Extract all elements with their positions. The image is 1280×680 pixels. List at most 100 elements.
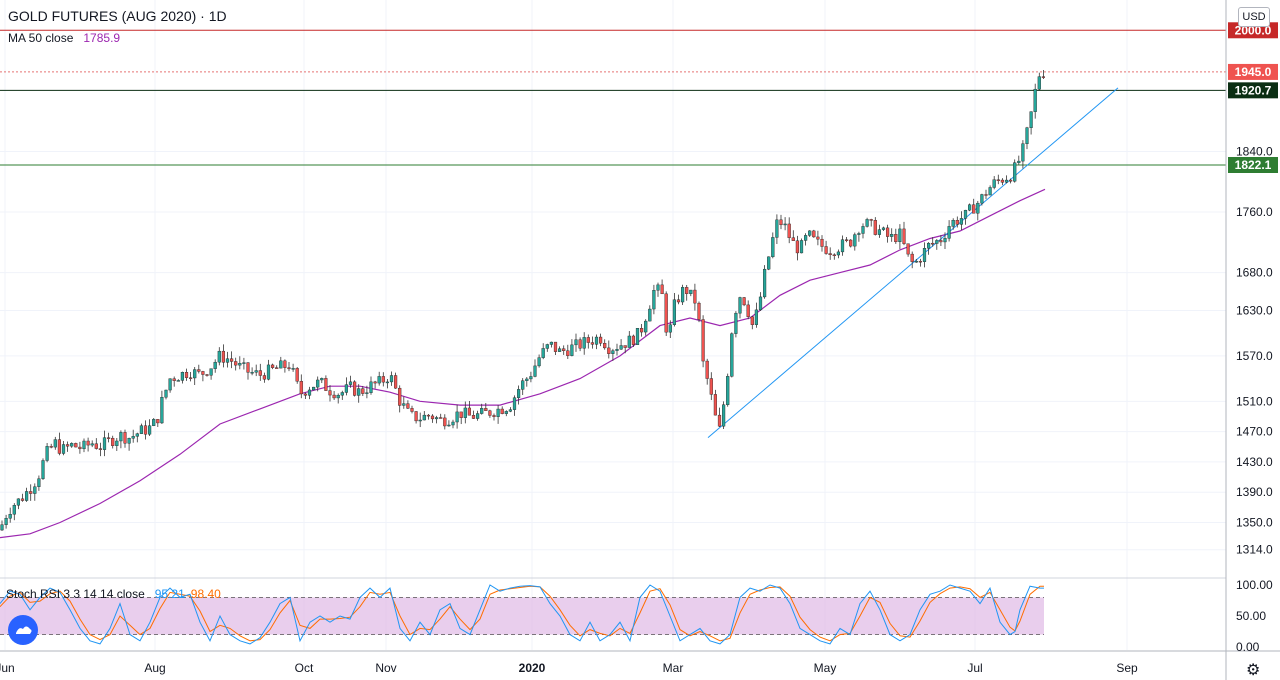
candle	[348, 375, 353, 388]
currency-button[interactable]: USD	[1238, 7, 1270, 27]
candle-body	[529, 376, 533, 380]
candle	[213, 359, 217, 373]
level-label-bg	[1228, 63, 1278, 80]
candle-body	[902, 228, 906, 244]
candle	[742, 296, 746, 307]
level-label: 1945.0	[1228, 63, 1278, 80]
candle-body	[996, 179, 1000, 181]
candle	[61, 440, 66, 456]
candle-body	[832, 254, 836, 257]
y-tick-label: 1630.0	[1236, 303, 1273, 317]
candle-body	[664, 293, 668, 333]
candle	[500, 406, 504, 415]
candle	[783, 217, 787, 231]
candle	[799, 238, 804, 254]
candle	[922, 242, 927, 268]
x-tick-label: Oct	[295, 661, 314, 675]
candle	[980, 193, 984, 206]
candle-body	[316, 379, 320, 388]
candle	[512, 395, 517, 416]
candle-body	[672, 299, 676, 325]
level-label: 1822.1	[1228, 156, 1278, 173]
candle	[1025, 126, 1029, 150]
candle	[845, 237, 849, 243]
y-tick-label: 1390.0	[1236, 485, 1273, 499]
candle-body	[213, 361, 217, 369]
candle-body	[377, 376, 381, 384]
candle-body	[426, 414, 430, 417]
candle-body	[508, 409, 512, 412]
candle-body	[74, 443, 78, 448]
y-tick-label: 1314.0	[1236, 543, 1273, 557]
candle	[996, 174, 1000, 185]
candle-body	[156, 419, 160, 424]
candle	[582, 332, 586, 355]
candle	[504, 410, 508, 417]
trendline[interactable]	[707, 87, 1119, 439]
candle	[992, 176, 996, 190]
candle-body	[168, 378, 172, 391]
stoch-rsi-pane	[0, 577, 1226, 645]
candle	[545, 343, 549, 352]
candle	[640, 323, 644, 337]
candle-body	[242, 362, 246, 364]
candle	[340, 390, 344, 400]
candle	[1033, 83, 1037, 119]
candle-body	[730, 333, 734, 377]
candle-body	[804, 235, 808, 241]
candle	[221, 344, 225, 368]
candle-body	[836, 251, 840, 256]
candle	[234, 357, 238, 371]
candle-body	[111, 437, 115, 446]
candle-body	[861, 226, 865, 234]
candle	[295, 366, 299, 384]
y-tick-label: 1760.0	[1236, 205, 1273, 219]
candle-body	[681, 287, 685, 303]
candle-body	[33, 486, 37, 494]
candle	[447, 420, 451, 427]
candle-body	[697, 302, 701, 320]
candle	[984, 189, 988, 200]
candle-body	[931, 242, 935, 245]
candle-body	[586, 337, 590, 343]
candle	[791, 230, 795, 241]
y-tick-label: 1840.0	[1236, 144, 1273, 158]
settings-gear-icon[interactable]: ⚙	[1246, 662, 1261, 679]
candle	[730, 332, 734, 378]
candle	[492, 413, 496, 421]
candle-body	[205, 374, 209, 376]
candle	[935, 239, 939, 250]
tradingview-logo-icon[interactable]	[8, 615, 38, 645]
candle	[176, 379, 180, 382]
candle-body	[488, 410, 492, 416]
level-label: 1920.7	[1228, 82, 1278, 99]
candle	[53, 436, 57, 450]
candle-body	[652, 290, 656, 310]
candle-body	[676, 299, 681, 303]
candle	[886, 224, 890, 243]
candle	[672, 292, 676, 327]
candle	[41, 458, 45, 481]
candle	[242, 357, 246, 370]
candle	[394, 372, 398, 389]
candle	[70, 442, 74, 448]
stoch-band	[0, 597, 1044, 635]
level-label-text: 1822.1	[1235, 158, 1272, 172]
candle	[795, 235, 799, 261]
candle-body	[709, 378, 713, 395]
candle-body	[443, 417, 447, 427]
candle-body	[348, 381, 353, 385]
candle	[451, 419, 455, 429]
candle	[209, 368, 213, 380]
candle-body	[176, 380, 180, 382]
candle-body	[12, 505, 16, 515]
candle-body	[209, 368, 213, 376]
candle	[652, 284, 656, 315]
candle	[82, 438, 86, 453]
candle-body	[615, 349, 619, 351]
x-tick-label: Jun	[0, 661, 15, 675]
candle	[648, 305, 652, 322]
candle-body	[713, 394, 717, 416]
candle	[287, 362, 291, 372]
